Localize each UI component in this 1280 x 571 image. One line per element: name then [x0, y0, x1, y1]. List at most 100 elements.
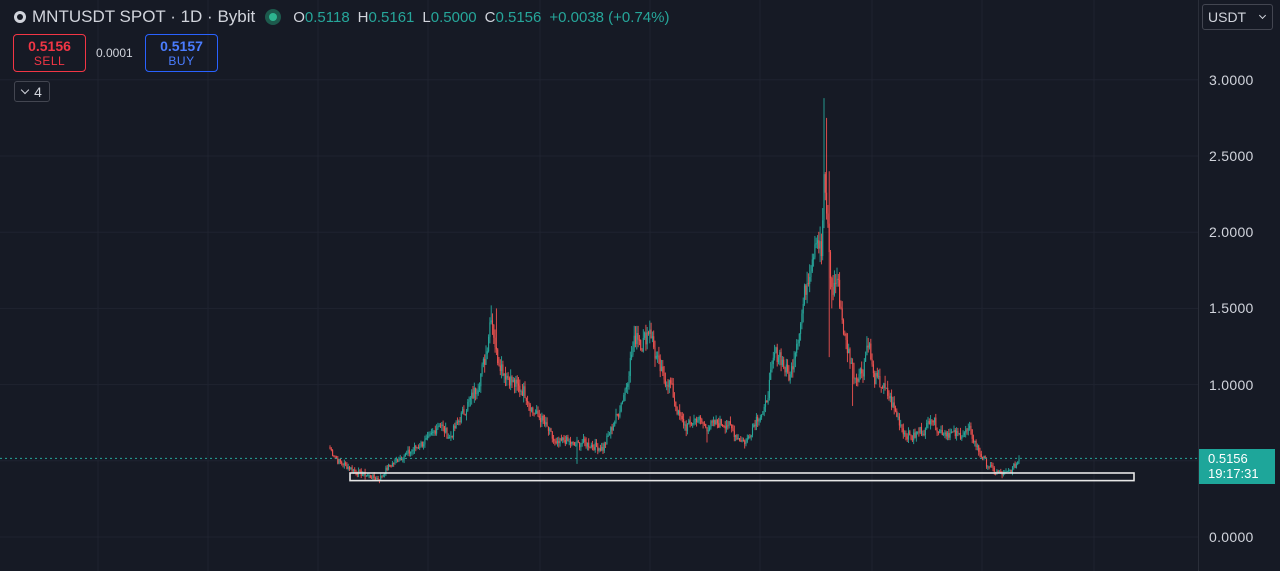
candle-body — [581, 442, 583, 445]
candle-body — [832, 286, 834, 295]
candle-body — [740, 440, 742, 442]
candle-body — [580, 444, 582, 448]
candle-body — [958, 433, 960, 434]
chevron-down-icon — [20, 85, 30, 95]
candle-body — [642, 337, 644, 352]
candle-body — [673, 397, 676, 402]
candle-body — [356, 473, 358, 475]
candle-body — [408, 449, 410, 454]
candle-body — [950, 431, 952, 433]
sell-button[interactable]: 0.5156 SELL — [13, 34, 86, 72]
candle-body — [651, 336, 653, 339]
candle-body — [878, 376, 880, 377]
candle-body — [488, 336, 490, 352]
candle-body — [779, 352, 781, 358]
candle-body — [884, 383, 886, 389]
candle-body — [608, 434, 611, 436]
candle-body — [746, 438, 748, 442]
candle-body — [601, 446, 603, 451]
candle-body — [711, 421, 713, 423]
candle-body — [854, 378, 856, 380]
price-axis-label: 1.0000 — [1209, 376, 1254, 393]
candle-body — [391, 463, 393, 467]
candle-body — [780, 352, 782, 365]
symbol-title[interactable]: MNTUSDT SPOT · 1D · Bybit — [32, 7, 256, 26]
high-label: H — [357, 8, 369, 26]
candle-body — [675, 401, 677, 408]
candle-body — [802, 304, 804, 314]
currency-select[interactable]: USDT — [1202, 4, 1273, 30]
candle-body — [881, 387, 884, 389]
candle-body — [920, 427, 923, 435]
candle-body — [406, 452, 408, 454]
candle-body — [928, 421, 930, 425]
candle-body — [473, 387, 475, 399]
price-axis-label: 0.0000 — [1209, 529, 1254, 545]
candle-body — [941, 430, 943, 436]
currency-value: USDT — [1208, 9, 1247, 25]
candle-body — [662, 366, 664, 373]
candle-body — [988, 466, 990, 468]
candle-body — [475, 387, 477, 395]
candle-body — [634, 335, 637, 345]
candle-body — [789, 374, 791, 381]
candle-body — [932, 421, 934, 423]
candle-body — [801, 313, 803, 324]
candle-body — [754, 424, 756, 427]
candle-body — [841, 308, 843, 321]
candle-body — [413, 445, 416, 450]
support-zone-rectangle[interactable] — [349, 472, 1135, 482]
candle-body — [732, 428, 734, 431]
candle-body — [623, 395, 625, 402]
candle-body — [719, 419, 721, 428]
price-axis[interactable]: 3.0000 2.5000 2.0000 1.5000 1.0000 0.0000 0.5… — [1198, 0, 1280, 571]
candle-body — [970, 425, 972, 430]
candle-body — [683, 419, 685, 426]
candle-body — [384, 474, 386, 476]
last-price-value: 0.5156 — [1208, 451, 1248, 466]
candle-body — [524, 386, 526, 398]
candle-body — [758, 420, 760, 422]
candle-body — [816, 240, 819, 244]
candle-body — [399, 458, 401, 461]
candle-body — [438, 425, 440, 427]
candle-body — [361, 474, 364, 476]
candle-body — [523, 386, 525, 396]
candle-body — [433, 430, 435, 432]
candle-body — [930, 420, 932, 425]
candle-body — [993, 467, 995, 473]
candle-body — [460, 412, 462, 423]
candle-body — [1006, 470, 1008, 472]
candle-body — [919, 427, 921, 433]
candle-body — [820, 241, 822, 257]
candle-body — [589, 447, 591, 448]
candle-body — [972, 438, 975, 443]
candle-body — [568, 441, 570, 443]
candle-body — [764, 400, 767, 407]
candle-body — [376, 478, 378, 480]
candle-body — [450, 436, 452, 438]
indicators-toggle-button[interactable]: 4 — [14, 81, 50, 102]
candle-body — [476, 393, 478, 395]
candle-body — [753, 424, 755, 428]
candle-body — [837, 278, 839, 280]
candle-body — [870, 343, 872, 360]
candle-body — [809, 277, 811, 285]
candle-body — [979, 451, 981, 455]
candle-body — [875, 372, 877, 385]
candle-body — [796, 343, 798, 353]
candle-body — [709, 427, 711, 431]
candle-body — [831, 278, 833, 287]
candle-body — [660, 366, 663, 372]
candle-body — [857, 378, 859, 382]
candle-body — [625, 386, 627, 390]
candle-body — [638, 339, 640, 341]
candle-body — [437, 426, 439, 429]
price-chart[interactable] — [0, 0, 1198, 571]
candle-body — [559, 438, 561, 444]
candle-body — [983, 456, 985, 459]
candle-body — [1013, 463, 1015, 467]
candle-body — [887, 387, 889, 396]
buy-button[interactable]: 0.5157 BUY — [145, 34, 218, 72]
candle-body — [768, 379, 770, 398]
